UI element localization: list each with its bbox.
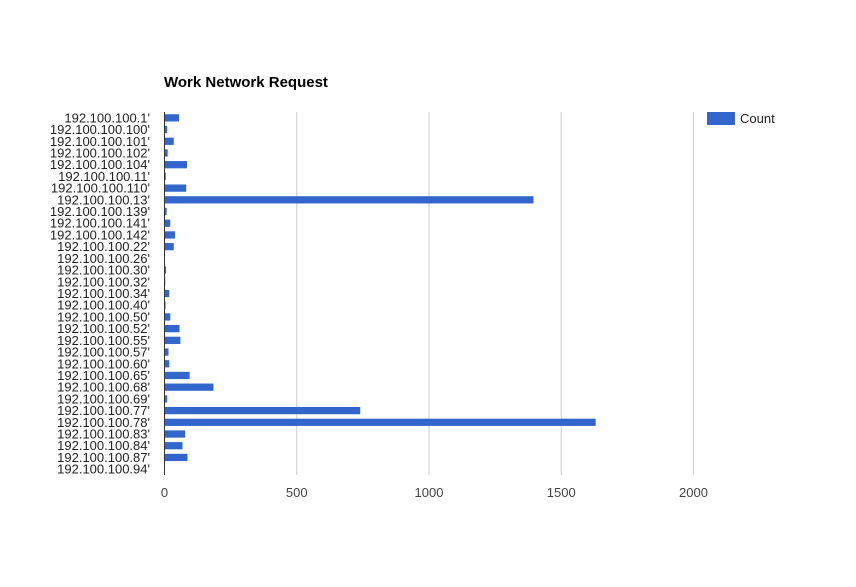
y-tick-label: 192.100.100.26' bbox=[57, 251, 150, 266]
y-tick-label: 192.100.100.102' bbox=[50, 145, 150, 160]
y-tick-label: 192.100.100.57' bbox=[57, 345, 150, 360]
bar[interactable] bbox=[164, 219, 171, 227]
x-tick-labels: 0 500 1000 1500 2000 bbox=[161, 485, 708, 500]
y-tick-label: 192.100.100.30' bbox=[57, 263, 150, 278]
bar[interactable] bbox=[164, 430, 186, 438]
y-tick-label: 192.100.100.11' bbox=[58, 169, 150, 184]
y-tick-label: 192.100.100.34' bbox=[57, 286, 150, 301]
y-tick-labels: 192.100.100.1'192.100.100.100'192.100.10… bbox=[50, 110, 150, 476]
y-tick-label: 192.100.100.50' bbox=[57, 309, 150, 324]
x-tick-label: 1500 bbox=[547, 485, 576, 500]
y-tick-label: 192.100.100.142' bbox=[50, 227, 150, 242]
y-tick-label: 192.100.100.52' bbox=[57, 321, 150, 336]
y-tick-label: 192.100.100.87' bbox=[57, 450, 150, 465]
y-tick-label: 192.100.100.77' bbox=[57, 403, 150, 418]
bar[interactable] bbox=[164, 371, 190, 380]
bar[interactable] bbox=[164, 301, 166, 309]
bar[interactable] bbox=[164, 266, 167, 274]
bar[interactable] bbox=[164, 161, 187, 169]
y-tick-label: 192.100.100.100' bbox=[50, 122, 150, 137]
bar[interactable] bbox=[164, 125, 168, 134]
chart-title: Work Network Request bbox=[164, 74, 328, 91]
x-tick-label: 1000 bbox=[415, 485, 444, 500]
bar[interactable] bbox=[164, 336, 181, 344]
bar[interactable] bbox=[164, 395, 168, 403]
bar[interactable] bbox=[164, 453, 188, 462]
gridlines bbox=[296, 112, 694, 475]
y-tick-label: 192.100.100.55' bbox=[57, 333, 150, 348]
y-tick-label: 192.100.100.84' bbox=[57, 438, 150, 453]
bar[interactable] bbox=[164, 348, 169, 356]
x-tick-label: 0 bbox=[161, 485, 168, 500]
bar[interactable] bbox=[164, 149, 168, 157]
bar[interactable] bbox=[164, 184, 187, 192]
y-tick-label: 192.100.100.65' bbox=[57, 368, 150, 383]
bar[interactable] bbox=[164, 137, 174, 145]
y-tick-label: 192.100.100.69' bbox=[57, 391, 150, 406]
y-tick-label: 192.100.100.13' bbox=[57, 192, 150, 207]
y-tick-label: 192.100.100.94' bbox=[57, 462, 150, 477]
bar[interactable] bbox=[164, 196, 534, 204]
y-tick-label: 192.100.100.83' bbox=[57, 427, 150, 442]
bar[interactable] bbox=[164, 383, 214, 391]
bars bbox=[164, 114, 596, 473]
x-tick-label: 2000 bbox=[679, 485, 708, 500]
y-tick-label: 192.100.100.60' bbox=[57, 356, 150, 371]
legend-label: Count bbox=[740, 111, 775, 126]
bar[interactable] bbox=[164, 442, 183, 450]
y-tick-label: 192.100.100.104' bbox=[50, 157, 150, 172]
x-tick-label: 500 bbox=[286, 485, 308, 500]
bar[interactable] bbox=[164, 114, 180, 122]
bar[interactable] bbox=[164, 313, 171, 321]
y-tick-label: 192.100.100.32' bbox=[57, 274, 150, 289]
bar[interactable] bbox=[164, 243, 174, 251]
bar[interactable] bbox=[164, 360, 170, 368]
y-tick-label: 192.100.100.101' bbox=[50, 134, 150, 149]
y-tick-label: 192.100.100.68' bbox=[57, 380, 150, 395]
bar[interactable] bbox=[164, 406, 361, 415]
y-tick-label: 192.100.100.139' bbox=[50, 204, 150, 219]
bar[interactable] bbox=[164, 324, 180, 333]
y-tick-label: 192.100.100.141' bbox=[50, 216, 150, 231]
legend-swatch bbox=[707, 112, 735, 125]
bar[interactable] bbox=[164, 289, 170, 298]
bar[interactable] bbox=[164, 418, 596, 426]
bar[interactable] bbox=[164, 207, 167, 216]
y-tick-label: 192.100.100.40' bbox=[57, 298, 150, 313]
y-tick-label: 192.100.100.1' bbox=[64, 110, 150, 125]
bar[interactable] bbox=[164, 231, 176, 239]
y-tick-label: 192.100.100.22' bbox=[57, 239, 150, 254]
y-tick-label: 192.100.100.78' bbox=[57, 415, 150, 430]
legend[interactable]: Count bbox=[707, 111, 775, 126]
bar[interactable] bbox=[164, 172, 166, 181]
y-tick-label: 192.100.100.110' bbox=[51, 181, 150, 196]
